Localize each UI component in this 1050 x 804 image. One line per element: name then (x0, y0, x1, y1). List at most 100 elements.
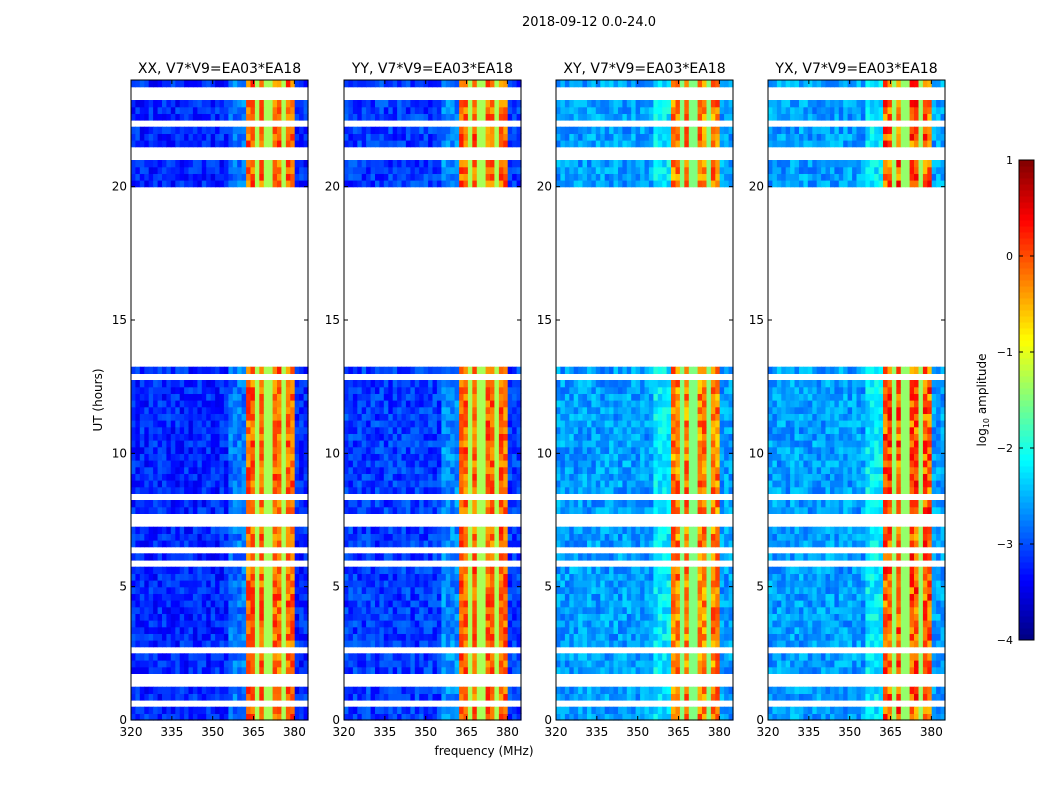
heatmap-cell (193, 653, 198, 660)
heatmap-cell (144, 693, 149, 700)
heatmap-cell (371, 633, 376, 640)
heatmap-cell (605, 633, 610, 640)
heatmap-cell (415, 100, 420, 107)
heatmap-cell (286, 620, 291, 627)
heatmap-cell (171, 140, 176, 147)
heatmap-cell (441, 380, 446, 387)
heatmap-cell (424, 400, 429, 407)
heatmap-cell (724, 660, 729, 667)
heatmap-cell (371, 420, 376, 427)
heatmap-cell (450, 453, 455, 460)
heatmap-cell (193, 173, 198, 180)
heatmap-cell (375, 593, 380, 600)
heatmap-cell (193, 600, 198, 607)
heatmap-cell (415, 580, 420, 587)
heatmap-cell (286, 567, 291, 574)
heatmap-cell (206, 167, 211, 174)
heatmap-cell (259, 113, 264, 120)
heatmap-cell (410, 573, 415, 580)
heatmap-cell (220, 380, 225, 387)
heatmap-cell (189, 113, 194, 120)
heatmap-cell (707, 640, 712, 647)
heatmap-cell (180, 527, 185, 534)
heatmap-cell (508, 587, 513, 594)
y-tick-label: 0 (332, 713, 340, 727)
heatmap-cell (433, 167, 438, 174)
heatmap-cell (512, 387, 517, 394)
heatmap-cell (587, 660, 592, 667)
heatmap-cell (255, 587, 260, 594)
heatmap-cell (153, 427, 158, 434)
heatmap-cell (464, 580, 469, 587)
heatmap-cell (246, 400, 251, 407)
heatmap-cell (281, 407, 286, 414)
heatmap-cell (348, 140, 353, 147)
heatmap-cell (446, 613, 451, 620)
heatmap-cell (180, 540, 185, 547)
heatmap-cell (503, 393, 508, 400)
heatmap-cell (600, 607, 605, 614)
heatmap-cell (228, 507, 233, 514)
heatmap-cell (490, 407, 495, 414)
heatmap-cell (556, 667, 561, 674)
heatmap-cell (357, 80, 362, 87)
heatmap-cell (255, 487, 260, 494)
heatmap-cell (640, 620, 645, 627)
heatmap-cell (171, 387, 176, 394)
heatmap-cell (587, 593, 592, 600)
heatmap-cell (273, 427, 278, 434)
heatmap-cell (472, 387, 477, 394)
heatmap-cell (384, 593, 389, 600)
heatmap-cell (446, 620, 451, 627)
heatmap-cell (503, 413, 508, 420)
heatmap-cell (464, 653, 469, 660)
heatmap-cell (215, 600, 220, 607)
heatmap-cell (433, 440, 438, 447)
heatmap-cell (237, 567, 242, 574)
heatmap-cell (224, 387, 229, 394)
heatmap-cell (149, 587, 154, 594)
heatmap-cell (410, 407, 415, 414)
heatmap-cell (166, 433, 171, 440)
heatmap-cell (459, 107, 464, 114)
heatmap-cell (206, 160, 211, 167)
heatmap-cell (211, 440, 216, 447)
heatmap-cell (720, 593, 725, 600)
heatmap-cell (508, 113, 513, 120)
heatmap-cell (268, 367, 273, 374)
heatmap-cell (605, 613, 610, 620)
heatmap-cell (428, 660, 433, 667)
heatmap-cell (406, 573, 411, 580)
heatmap-cell (379, 667, 384, 674)
heatmap-cell (477, 580, 482, 587)
heatmap-cell (499, 133, 504, 140)
heatmap-cell (193, 707, 198, 714)
heatmap-cell (393, 113, 398, 120)
heatmap-cell (464, 540, 469, 547)
heatmap-cell (667, 640, 672, 647)
heatmap-cell (237, 633, 242, 640)
heatmap-cell (215, 427, 220, 434)
heatmap-cell (503, 487, 508, 494)
heatmap-cell (277, 387, 282, 394)
heatmap-cell (193, 167, 198, 174)
heatmap-cell (149, 707, 154, 714)
heatmap-cell (503, 667, 508, 674)
heatmap-cell (486, 180, 491, 187)
heatmap-cell (166, 653, 171, 660)
heatmap-cell (503, 687, 508, 694)
heatmap-cell (715, 667, 720, 674)
heatmap-cell (171, 660, 176, 667)
heatmap-cell (450, 607, 455, 614)
heatmap-cell (388, 533, 393, 540)
heatmap-cell (428, 367, 433, 374)
heatmap-cell (211, 133, 216, 140)
heatmap-cell (189, 613, 194, 620)
heatmap-cell (684, 613, 689, 620)
heatmap-cell (393, 160, 398, 167)
heatmap-cell (402, 393, 407, 400)
heatmap-cell (428, 613, 433, 620)
heatmap-cell (569, 707, 574, 714)
heatmap-cell (707, 707, 712, 714)
heatmap-cell (237, 587, 242, 594)
